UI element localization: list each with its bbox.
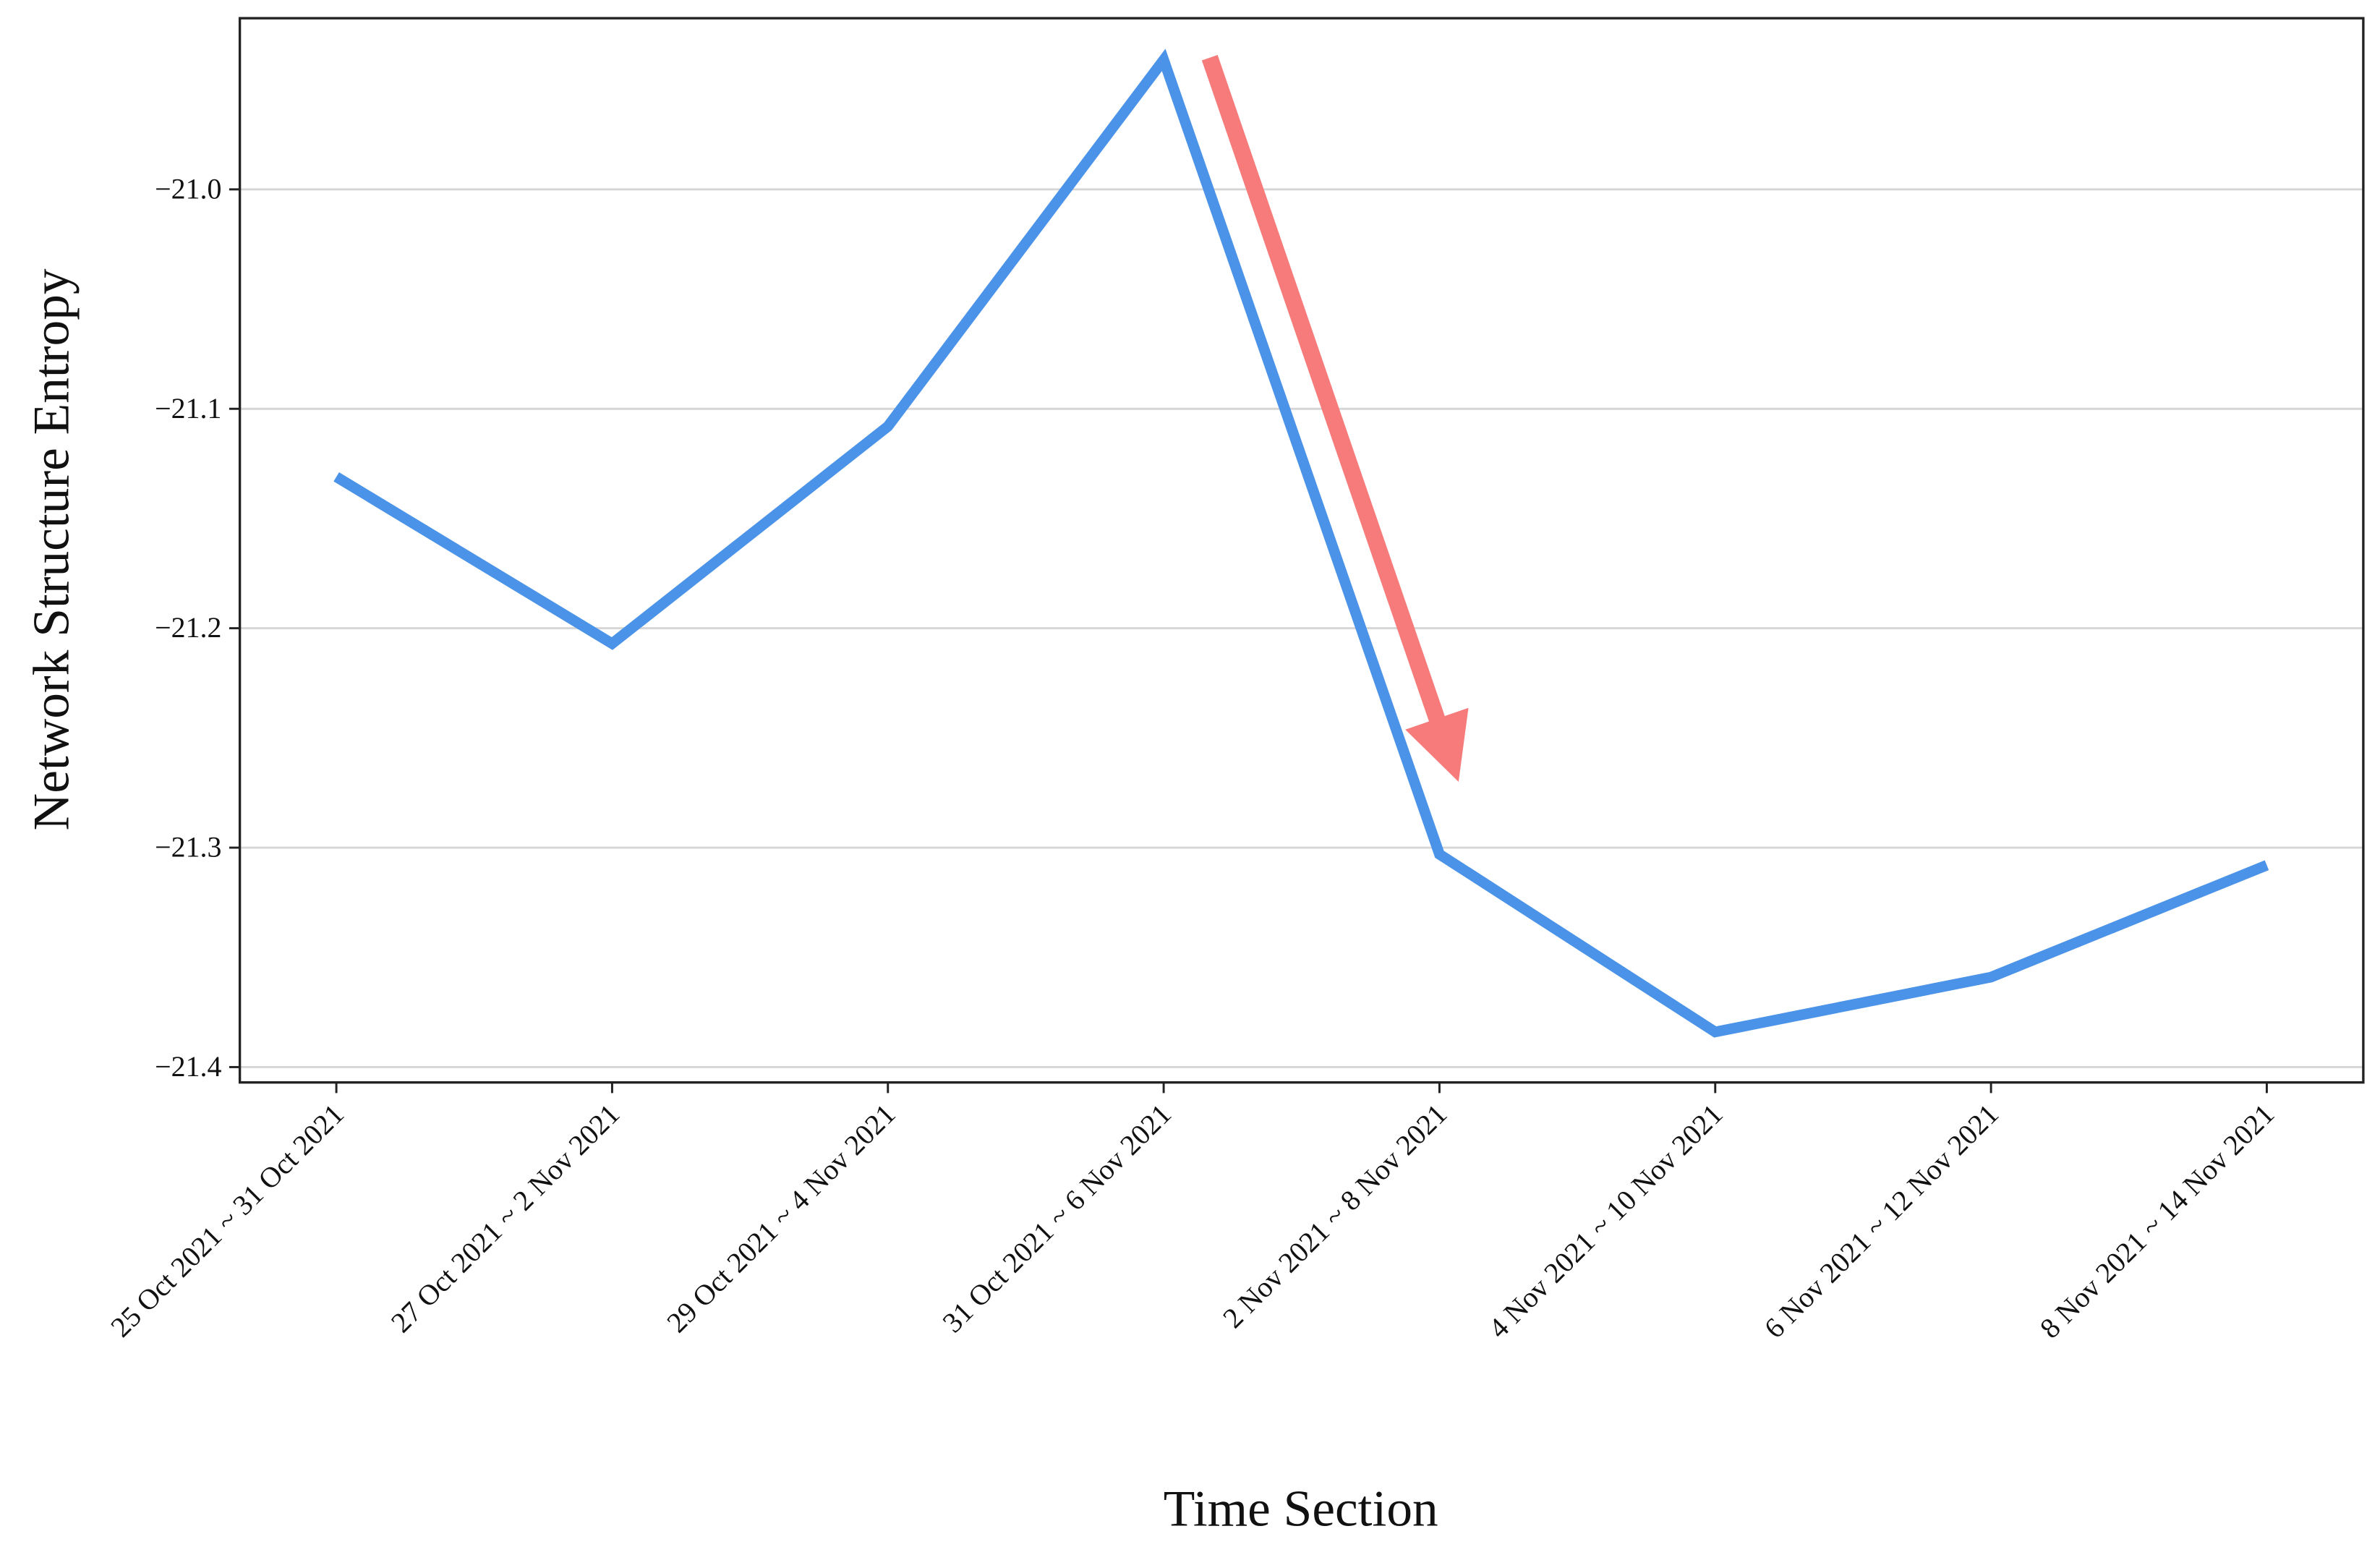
x-tick-label: 25 Oct 2021 ~ 31 Oct 2021 [104, 1097, 350, 1343]
y-tick-label: −21.4 [155, 1050, 221, 1083]
x-tick-label: 6 Nov 2021 ~ 12 Nov 2021 [1758, 1097, 2005, 1344]
x-tick-label: 4 Nov 2021 ~ 10 Nov 2021 [1482, 1097, 1729, 1344]
plot-area [333, 48, 2269, 1038]
data-line [333, 48, 2269, 1038]
x-tick-label: 2 Nov 2021 ~ 8 Nov 2021 [1216, 1097, 1453, 1334]
y-tick-label: −21.3 [155, 831, 221, 864]
plot-frame [238, 17, 2365, 1084]
x-axis-label: Time Section [1164, 1480, 1438, 1538]
y-tick-label: −21.0 [155, 172, 221, 205]
y-axis-label: Network Structure Entropy [22, 268, 80, 830]
trend-arrow [1201, 55, 1469, 783]
x-tick-label: 29 Oct 2021 ~ 4 Nov 2021 [660, 1097, 902, 1339]
y-tick-label: −21.2 [155, 611, 221, 644]
y-tick-label: −21.1 [155, 392, 221, 425]
x-tick-label: 27 Oct 2021 ~ 2 Nov 2021 [385, 1097, 626, 1339]
x-tick-label: 8 Nov 2021 ~ 14 Nov 2021 [2034, 1097, 2281, 1344]
x-tick-label: 31 Oct 2021 ~ 6 Nov 2021 [936, 1097, 1177, 1339]
